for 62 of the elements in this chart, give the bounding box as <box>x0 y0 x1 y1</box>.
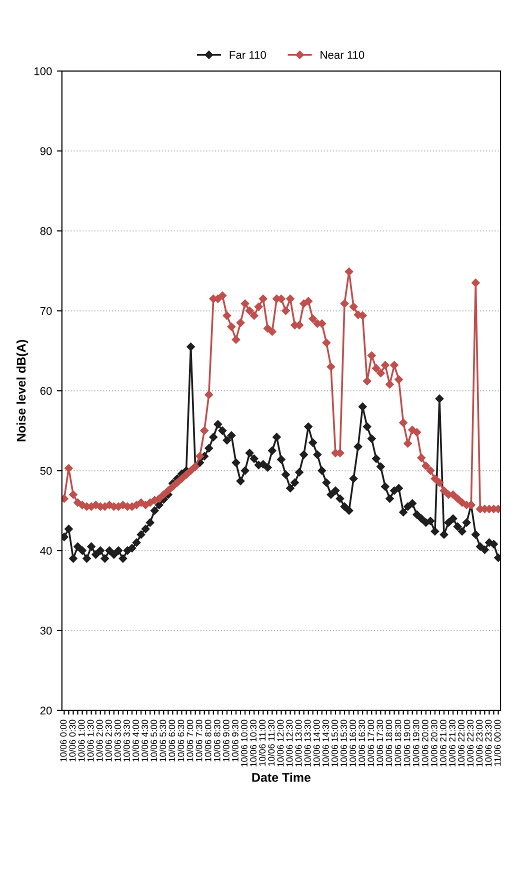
x-tick-label: 10/06 0:00 <box>60 720 67 762</box>
x-tick-label: 10/06 1:00 <box>78 720 85 762</box>
x-tick-label: 10/06 22:00 <box>458 720 465 766</box>
x-tick-label: 10/06 0:30 <box>69 720 76 762</box>
x-tick-label: 10/06 17:30 <box>376 720 384 766</box>
x-tick-label: 10/06 11:00 <box>258 720 266 766</box>
y-tick-label: 60 <box>40 386 52 395</box>
x-tick-label: 10/06 4:00 <box>132 720 139 762</box>
x-tick-label: 10/06 19:00 <box>404 720 410 766</box>
x-tick-label: 11/06 00:00 <box>494 720 501 766</box>
x-tick-label: 10/06 9:30 <box>232 720 238 762</box>
x-tick-label: 10/06 19:30 <box>412 720 420 766</box>
y-axis-title: Noise level dB(A) <box>16 340 28 442</box>
x-tick-label: 10/06 12:30 <box>286 720 293 766</box>
y-tick-label: 70 <box>40 307 52 315</box>
x-tick-label: 10/06 23:30 <box>485 720 492 766</box>
x-tick-label: 10/06 5:00 <box>150 720 158 762</box>
x-tick-label: 10/06 3:30 <box>123 720 130 762</box>
y-tick-label: 30 <box>40 626 52 635</box>
y-tick-label: 100 <box>34 67 52 76</box>
x-tick-label: 10/06 16:00 <box>349 720 356 766</box>
x-tick-label: 10/06 2:00 <box>96 720 103 762</box>
x-tick-label: 10/06 10:00 <box>240 720 248 766</box>
x-tick-label: 10/06 10:30 <box>250 720 257 766</box>
legend-label: Far 110 <box>230 50 266 59</box>
x-tick-label: 10/06 11:30 <box>268 720 275 766</box>
x-tick-label: 10/06 23:00 <box>476 720 483 766</box>
x-tick-label: 10/06 22:30 <box>466 720 474 766</box>
x-tick-label: 10/06 15:00 <box>331 720 338 766</box>
x-tick-label: 10/06 7:30 <box>196 720 202 762</box>
x-tick-label: 10/06 17:00 <box>367 720 374 766</box>
legend-label: Near 110 <box>320 50 364 59</box>
x-tick-label: 10/06 18:30 <box>394 720 402 766</box>
x-tick-label: 10/06 13:30 <box>304 720 311 766</box>
y-tick-label: 20 <box>40 706 52 715</box>
x-tick-label: 10/06 16:30 <box>358 720 366 766</box>
x-tick-label: 10/06 5:30 <box>159 720 166 762</box>
y-tick-label: 90 <box>40 147 52 156</box>
x-tick-label: 10/06 21:30 <box>448 720 456 766</box>
x-tick-label: 10/06 18:00 <box>386 720 392 766</box>
x-tick-label: 10/06 12:00 <box>277 720 284 766</box>
x-tick-label: 10/06 20:30 <box>430 720 438 766</box>
x-tick-label: 10/06 7:00 <box>186 720 194 762</box>
x-tick-label: 10/06 13:00 <box>295 720 302 766</box>
x-tick-label: 10/06 8:30 <box>214 720 220 762</box>
x-tick-label: 10/06 9:00 <box>222 720 230 762</box>
x-tick-label: 10/06 21:00 <box>440 720 446 766</box>
x-tick-label: 10/06 15:30 <box>340 720 347 766</box>
x-tick-label: 10/06 6:30 <box>178 720 184 762</box>
x-tick-label: 10/06 6:00 <box>168 720 176 762</box>
x-tick-label: 10/06 3:00 <box>114 720 121 762</box>
x-tick-label: 10/06 14:30 <box>322 720 329 766</box>
y-tick-label: 50 <box>40 466 52 475</box>
x-tick-label: 10/06 8:00 <box>204 720 212 762</box>
x-tick-label: 10/06 2:30 <box>105 720 112 762</box>
y-tick-label: 80 <box>40 227 52 236</box>
x-tick-label: 10/06 4:30 <box>141 720 148 762</box>
x-tick-label: 10/06 14:00 <box>313 720 320 766</box>
x-axis-title: Date Time <box>252 772 311 782</box>
x-tick-label: 10/06 1:30 <box>87 720 94 762</box>
x-tick-label: 10/06 20:00 <box>422 720 428 766</box>
y-tick-label: 40 <box>40 546 52 555</box>
